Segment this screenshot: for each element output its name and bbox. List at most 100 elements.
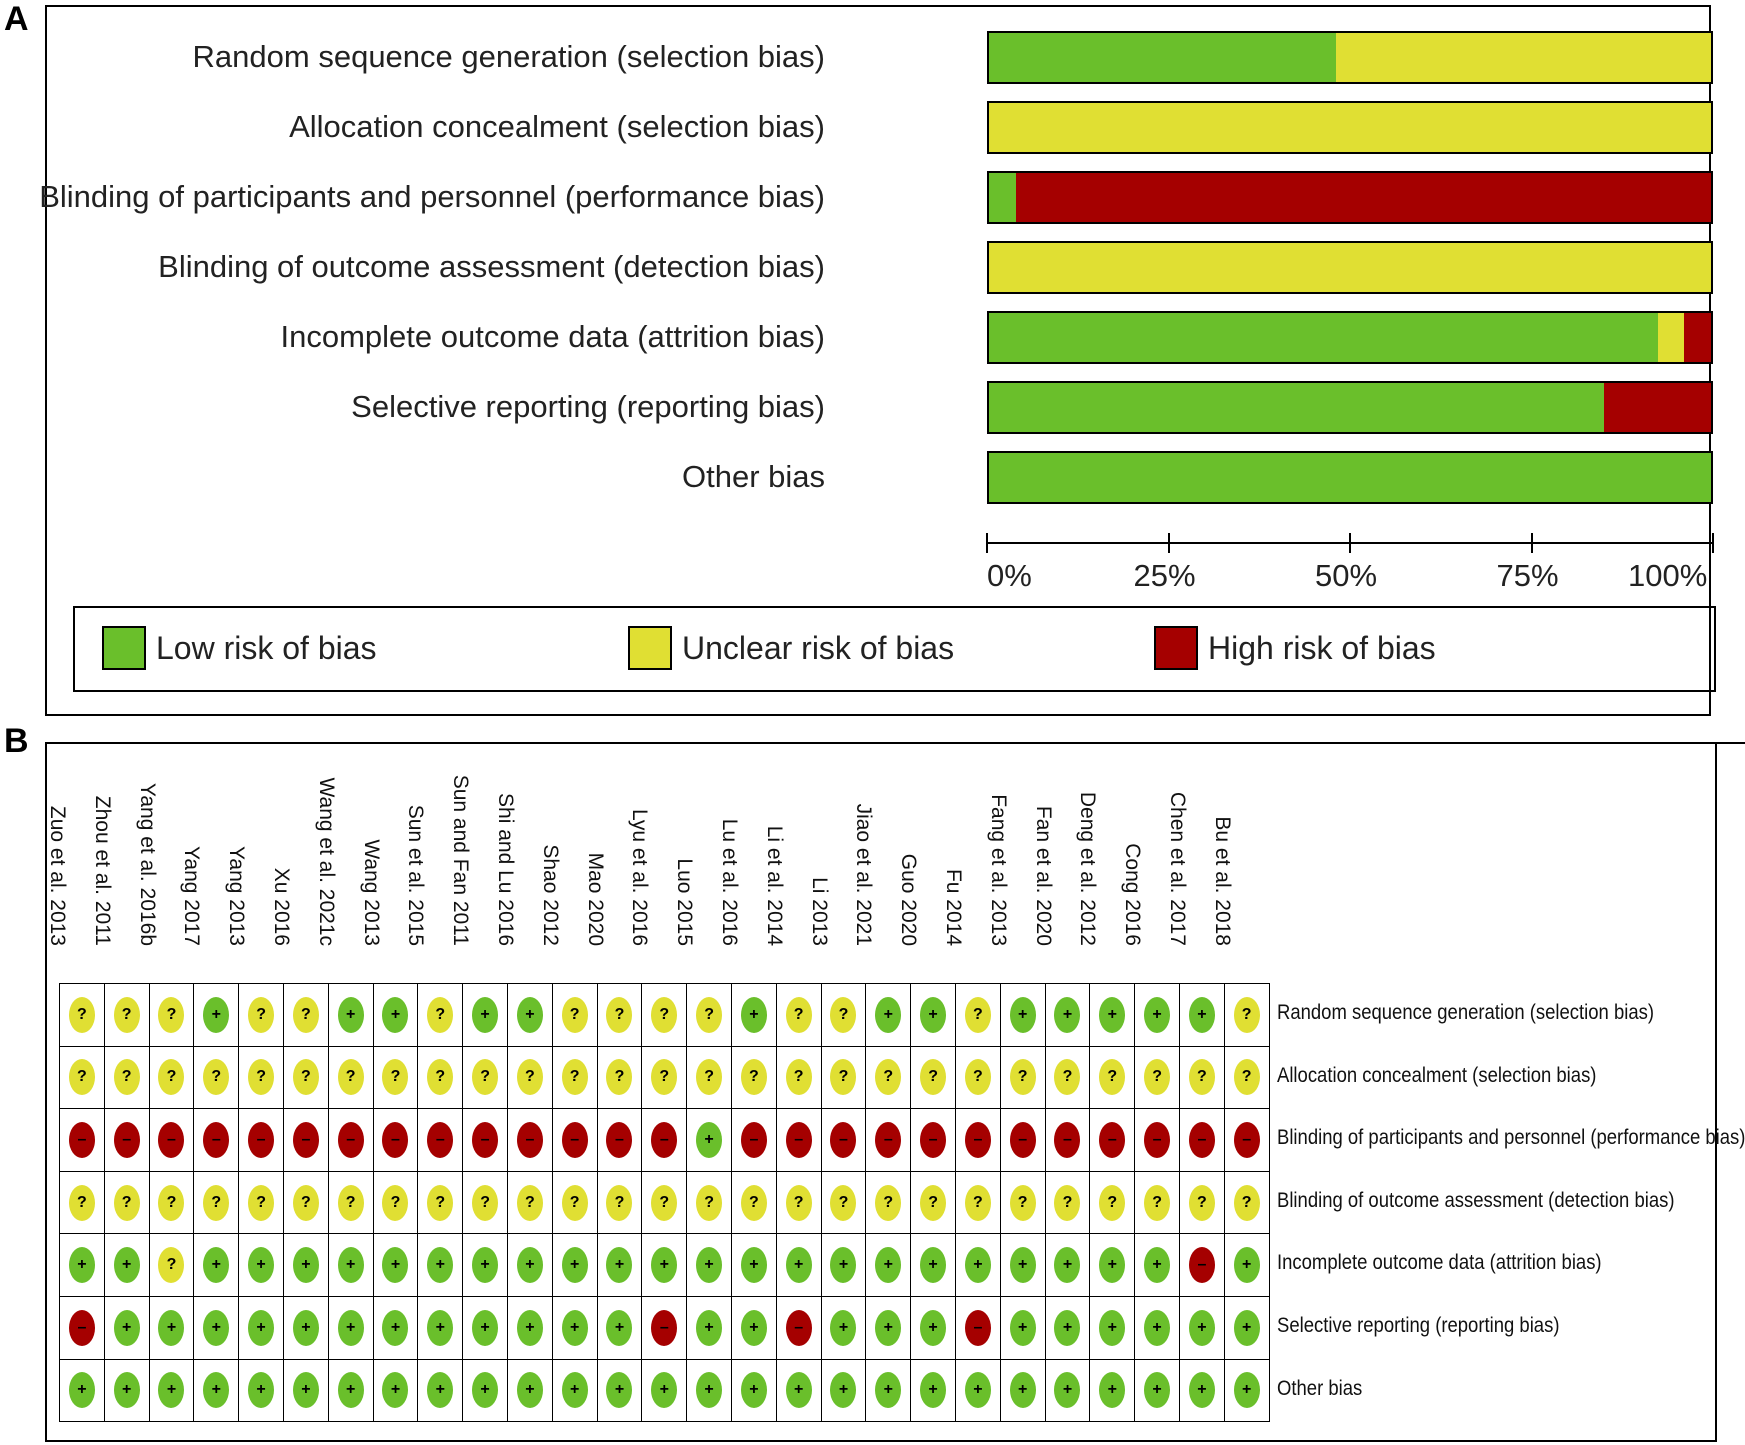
judgement-cell: – [955, 1296, 1001, 1360]
judgement-cell: ? [148, 1045, 195, 1110]
study-name: Yang 2017 [180, 845, 204, 946]
x-tick-label: 50% [1315, 558, 1378, 593]
study-label: Bu et al. 2018 [1211, 760, 1268, 970]
judgement-cell: + [910, 983, 956, 1047]
judgement-cell: + [327, 983, 374, 1047]
judgement-cell: ? [686, 1045, 732, 1110]
judgement-cell: ? [820, 983, 867, 1047]
study-name: Guo 2020 [897, 853, 921, 946]
unclear-risk-icon: ? [696, 1184, 723, 1221]
judgement-cell: ? [551, 983, 598, 1047]
study-name: Sun et al. 2015 [404, 804, 428, 946]
low-risk-icon: + [1099, 1372, 1126, 1409]
low-risk-icon: + [1188, 1372, 1215, 1409]
judgement-cell: – [327, 1108, 374, 1172]
low-risk-icon: + [1188, 1309, 1215, 1346]
judgement-cell: – [641, 1108, 688, 1172]
high-risk-icon: – [875, 1121, 902, 1158]
unclear-risk-icon: ? [875, 1059, 902, 1096]
low-risk-icon: + [875, 1309, 902, 1346]
judgement-cell: ? [1179, 1170, 1225, 1235]
low-risk-icon: + [785, 1372, 812, 1409]
low-risk-icon: + [964, 1372, 991, 1409]
low-risk-icon: + [830, 1247, 857, 1284]
judgement-cell: ? [148, 1170, 195, 1235]
judgement-cell: ? [596, 983, 643, 1047]
judgement-cell: + [1044, 1296, 1091, 1360]
low-risk-icon: + [337, 1372, 364, 1409]
judgement-cell: + [283, 1296, 329, 1360]
domain-row-label: Blinding of participants and personnel (… [1277, 1126, 1745, 1150]
judgement-cell: + [820, 1233, 867, 1297]
high-risk-icon: – [651, 1121, 678, 1158]
high-risk-icon: – [203, 1121, 230, 1158]
judgement-cell: + [865, 1233, 912, 1297]
unclear-risk-icon: ? [740, 1059, 767, 1096]
low-risk-icon: + [875, 1372, 902, 1409]
judgement-cell: – [865, 1108, 912, 1172]
judgement-cell: + [1044, 983, 1091, 1047]
high-risk-icon: – [516, 1121, 543, 1158]
unclear-risk-icon: ? [1054, 1059, 1081, 1096]
judgement-cell: ? [955, 983, 1001, 1047]
unclear-risk-icon: ? [382, 1059, 409, 1096]
study-name: Zhou et al. 2011 [90, 795, 114, 946]
low-risk-icon: + [1009, 1372, 1036, 1409]
low-risk-icon: + [964, 1247, 991, 1284]
judgement-cell: – [775, 1296, 822, 1360]
high-risk-icon: – [785, 1121, 812, 1158]
x-tick-label: 100% [1628, 558, 1708, 593]
judgement-cell: + [1044, 1233, 1091, 1297]
judgement-cell: + [910, 1358, 956, 1423]
unclear-risk-icon: ? [964, 996, 991, 1033]
unclear-risk-icon: ? [158, 1059, 185, 1096]
unclear-risk-icon: ? [113, 996, 140, 1033]
low-risk-icon: + [68, 1247, 95, 1284]
judgement-cell: + [775, 1233, 822, 1297]
judgement-cell: + [1134, 1296, 1180, 1360]
x-tick [1349, 533, 1351, 553]
judgement-cell: + [417, 1296, 464, 1360]
judgement-cell: ? [1044, 1045, 1091, 1110]
study-name: Bu et al. 2018 [1210, 816, 1234, 946]
judgement-cell: ? [417, 1045, 464, 1110]
panel-label-a: A [4, 0, 29, 38]
low-risk-icon: + [875, 1247, 902, 1284]
high-risk-icon: – [606, 1121, 633, 1158]
unclear-risk-icon: ? [561, 1059, 588, 1096]
judgement-cell: + [551, 1358, 598, 1423]
study-name: Chen et al. 2017 [1166, 791, 1189, 946]
judgement-cell: ? [103, 1045, 150, 1110]
low-risk-icon: + [203, 1309, 230, 1346]
judgement-cell: ? [999, 1045, 1046, 1110]
high-risk-icon: – [785, 1309, 812, 1346]
domain-label: Other bias [681, 459, 825, 494]
judgement-cell: + [955, 1233, 1001, 1297]
bar-segment-unclear [989, 243, 1711, 292]
judgement-cell: ? [462, 1170, 508, 1235]
low-risk-icon: + [337, 1309, 364, 1346]
judgement-cell: + [372, 1233, 419, 1297]
judgement-cell: ? [507, 1170, 553, 1235]
study-name: Xu 2016 [270, 867, 293, 946]
judgement-cell: ? [507, 1045, 553, 1110]
low-risk-icon: + [1188, 996, 1215, 1033]
low-risk-icon: + [740, 996, 767, 1033]
judgement-cell: – [59, 1296, 105, 1360]
judgement-cell: ? [596, 1045, 643, 1110]
judgement-cell: + [462, 1296, 508, 1360]
judgement-cell: + [148, 1358, 195, 1423]
unclear-risk-icon: ? [785, 1184, 812, 1221]
judgement-cell: + [910, 1296, 956, 1360]
judgement-cell: + [686, 1108, 732, 1172]
unclear-risk-icon: ? [920, 1184, 947, 1221]
high-risk-icon: – [113, 1121, 140, 1158]
judgement-cell: ? [103, 1170, 150, 1235]
judgement-cell: – [148, 1108, 195, 1172]
judgement-cell: – [507, 1108, 553, 1172]
bar-segment-high [1604, 383, 1711, 432]
domain-row-label: Selective reporting (reporting bias) [1277, 1314, 1560, 1337]
judgement-cell: ? [417, 1170, 464, 1235]
judgement-cell: + [1134, 1358, 1180, 1423]
study-name: Mao 2020 [583, 852, 607, 946]
